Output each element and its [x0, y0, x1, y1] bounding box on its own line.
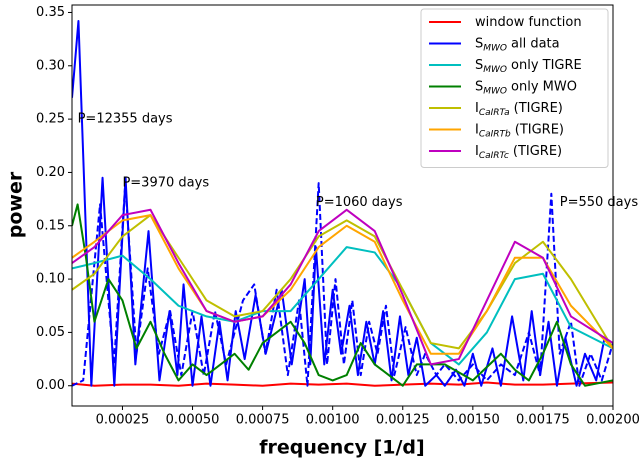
x-tick-label: 0.00100 — [306, 413, 360, 428]
annotation: P=3970 days — [122, 176, 209, 191]
annotation: P=12355 days — [78, 112, 173, 127]
legend-label: SMWO all data — [475, 36, 560, 53]
y-tick-label: 0.05 — [36, 325, 65, 340]
x-tick-label: 0.00025 — [96, 413, 150, 428]
legend-text: window function — [475, 15, 582, 30]
x-tick-label: 0.00200 — [586, 413, 640, 428]
series-line — [72, 20, 613, 387]
legend-base: S — [475, 79, 483, 94]
y-tick-label: 0.10 — [36, 272, 65, 287]
y-tick-label: 0.35 — [36, 5, 65, 20]
legend-base: I — [475, 122, 479, 137]
legend-base: S — [475, 36, 483, 51]
legend-label: SMWO only TIGRE — [475, 58, 582, 75]
legend-text: (TIGRE) — [513, 144, 562, 159]
legend-box — [420, 8, 609, 168]
legend-sub: MWO — [483, 43, 507, 53]
legend-label: window function — [475, 15, 582, 30]
legend-base: I — [475, 144, 479, 159]
legend-text: (TIGRE) — [514, 101, 563, 116]
legend-sub: MWO — [483, 65, 507, 75]
legend-base: I — [475, 101, 479, 116]
legend-label: ICaIRTa (TIGRE) — [475, 101, 563, 118]
series-line — [72, 203, 613, 387]
y-tick-label: 0.25 — [36, 112, 65, 127]
y-axis-label: power — [5, 171, 27, 238]
plot-frame — [71, 4, 614, 407]
y-tick-label: 0.00 — [36, 378, 65, 393]
legend-text: all data — [511, 36, 560, 51]
x-tick-label: 0.00150 — [446, 413, 500, 428]
legend-sub: CaIRTc — [479, 151, 509, 161]
legend-text: (TIGRE) — [515, 122, 564, 137]
legend-text: only MWO — [511, 79, 577, 94]
legend-sub: CaIRTb — [479, 129, 511, 139]
y-tick-label: 0.15 — [36, 218, 65, 233]
series-line — [72, 246, 613, 366]
legend-label: SMWO only MWO — [475, 79, 577, 96]
series-line — [72, 208, 613, 366]
legend-text: only TIGRE — [511, 58, 582, 73]
x-tick-label: 0.00075 — [236, 413, 290, 428]
legend-sub: MWO — [483, 86, 507, 96]
legend-sub: CaIRTa — [479, 108, 510, 118]
x-tick-label: 0.00175 — [516, 413, 570, 428]
x-axis-label: frequency [1/d] — [259, 437, 424, 459]
series-line — [72, 381, 613, 387]
y-tick-label: 0.30 — [36, 58, 65, 73]
x-tick-label: 0.00125 — [376, 413, 430, 428]
legend-base: S — [475, 58, 483, 73]
legend-label: ICaIRTc (TIGRE) — [475, 144, 562, 161]
legend-label: ICaIRTb (TIGRE) — [475, 122, 564, 139]
annotation: P=550 days — [560, 195, 639, 210]
series-line — [72, 182, 613, 387]
x-tick-label: 0.00050 — [166, 413, 220, 428]
annotation: P=1060 days — [316, 195, 403, 210]
y-tick-label: 0.20 — [36, 165, 65, 180]
series-line — [72, 214, 613, 355]
